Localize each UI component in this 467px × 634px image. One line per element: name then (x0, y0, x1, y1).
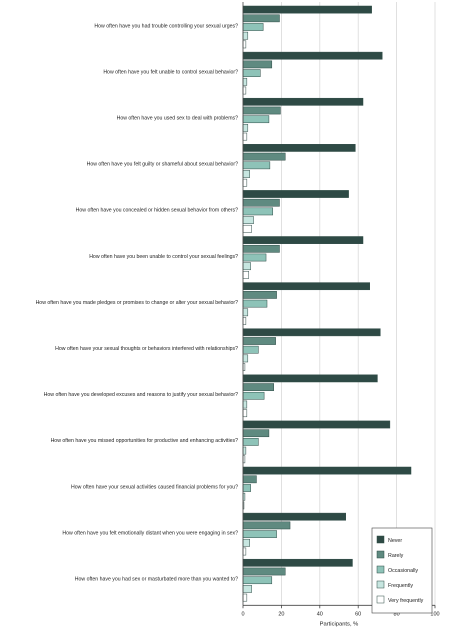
bar (242, 299, 268, 308)
legend-label: Occasionally (388, 568, 418, 574)
legend-swatch (376, 550, 385, 559)
bar (242, 23, 264, 31)
bar (242, 576, 273, 585)
category-label: How often have you felt emotionally dist… (62, 530, 238, 536)
legend-swatch (376, 535, 385, 544)
bar (242, 244, 280, 253)
bar (242, 538, 250, 547)
x-axis-title: Participants, % (320, 621, 359, 627)
bar (242, 446, 247, 455)
category-label: How often have your sexual thoughts or b… (55, 346, 238, 352)
x-tick-label: 40 (317, 611, 323, 617)
bar (242, 484, 251, 492)
legend-label: Rarely (388, 553, 404, 559)
bar (242, 530, 277, 538)
x-tick-label: 20 (278, 611, 284, 617)
bar (242, 51, 383, 60)
bar (242, 190, 349, 198)
bar (242, 40, 247, 49)
bar (242, 224, 252, 233)
bar (242, 317, 247, 325)
bar (242, 132, 248, 141)
category-label: How often have you developed excuses and… (44, 392, 238, 398)
bar (242, 60, 273, 69)
category-label: How often have you made pledges or promi… (36, 300, 239, 306)
bar (242, 475, 257, 484)
bar (242, 558, 353, 567)
bar (242, 106, 281, 115)
x-tick-label: 60 (355, 611, 361, 617)
category-label: How often have you had trouble controlli… (94, 23, 238, 29)
bar (242, 400, 248, 409)
category-label: How often have you used sex to deal with… (117, 115, 239, 121)
bar (242, 115, 270, 124)
bar (242, 383, 274, 391)
bar (242, 593, 248, 602)
bar (242, 178, 248, 187)
bar (242, 198, 280, 207)
bar (242, 152, 286, 161)
bar (242, 409, 248, 418)
legend-label: Never (388, 538, 402, 544)
bar (242, 69, 261, 77)
bar (242, 521, 291, 530)
legend-label: Very frequently (388, 598, 424, 604)
bar (242, 5, 372, 14)
bar (242, 262, 251, 271)
category-label: How often have your sexual activities ca… (71, 484, 238, 490)
category-label: How often have you been unable to contro… (89, 254, 238, 260)
x-tick-label: 0 (241, 611, 244, 617)
bar (242, 31, 249, 40)
bar (242, 466, 412, 475)
category-label: How often have you concealed or hidden s… (76, 208, 238, 214)
bar (242, 308, 249, 317)
bar (242, 547, 247, 556)
category-label: How often have you missed opportunities … (51, 438, 239, 444)
bar (242, 345, 259, 354)
bar (242, 337, 276, 345)
bar (242, 512, 346, 521)
bar (242, 144, 356, 152)
legend-swatch (376, 565, 385, 574)
bar (242, 429, 270, 438)
bar (242, 170, 250, 178)
bar (242, 216, 254, 224)
bar (242, 14, 280, 23)
bar (242, 271, 250, 279)
bar (242, 328, 381, 337)
bar (242, 161, 271, 170)
x-tick-label: 80 (394, 611, 400, 617)
bar (242, 354, 249, 363)
bar (242, 236, 364, 244)
category-label: How often have you felt guilty or shamef… (87, 162, 239, 168)
bar (242, 374, 378, 383)
bar (242, 291, 277, 299)
bar (242, 420, 391, 429)
bar (242, 282, 370, 291)
bar (242, 97, 364, 106)
bar (242, 253, 267, 262)
legend-swatch (376, 595, 385, 604)
bar (242, 86, 247, 95)
bar (242, 438, 259, 446)
x-tick-label: 100 (430, 611, 439, 617)
category-label: How often have you felt unable to contro… (103, 69, 238, 75)
bar (242, 124, 249, 132)
category-label: How often have you had sex or masturbate… (75, 576, 238, 582)
bar (242, 585, 252, 593)
legend-swatch (376, 580, 385, 589)
bar (242, 567, 286, 576)
legend-label: Frequently (388, 583, 413, 589)
bar (242, 207, 274, 216)
bar (242, 77, 248, 86)
bar (242, 391, 265, 400)
